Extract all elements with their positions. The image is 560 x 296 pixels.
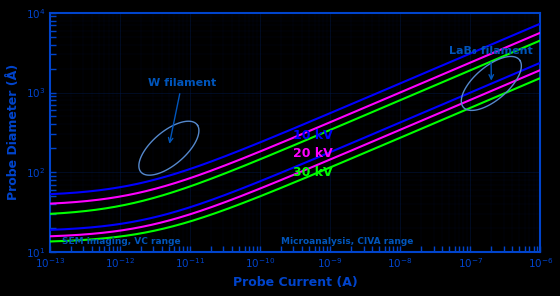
Y-axis label: Probe Diameter (Å): Probe Diameter (Å)	[7, 64, 20, 200]
Text: 10 kV: 10 kV	[293, 129, 333, 142]
Text: W filament: W filament	[148, 78, 216, 142]
Text: Microanalysis, CIVA range: Microanalysis, CIVA range	[281, 237, 413, 246]
Text: 30 kV: 30 kV	[293, 166, 333, 179]
Text: 20 kV: 20 kV	[293, 147, 333, 160]
Text: SEM imaging, VC range: SEM imaging, VC range	[62, 237, 181, 246]
Text: LaB₆ filament: LaB₆ filament	[449, 46, 533, 79]
X-axis label: Probe Current (A): Probe Current (A)	[233, 276, 357, 289]
